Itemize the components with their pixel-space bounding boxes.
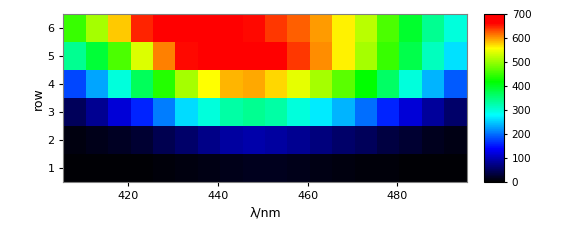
X-axis label: λ/nm: λ/nm <box>249 207 281 220</box>
Y-axis label: row: row <box>32 87 44 110</box>
